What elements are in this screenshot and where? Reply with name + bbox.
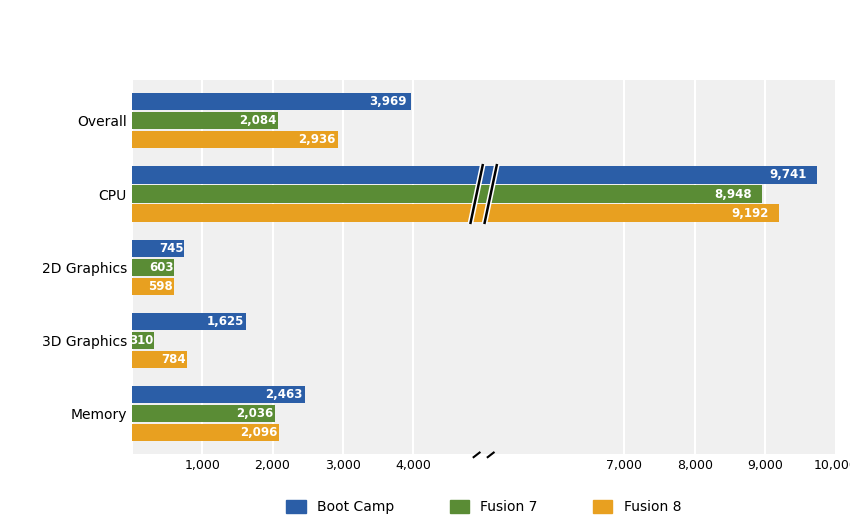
Bar [132, 204, 779, 222]
Bar [132, 351, 187, 368]
Text: VMware Fusion 8 Benchmarks: VMware Fusion 8 Benchmarks [86, 22, 379, 40]
Text: 2,036: 2,036 [235, 407, 273, 420]
Text: 3,969: 3,969 [370, 95, 407, 108]
Bar [132, 167, 818, 184]
Text: 745: 745 [159, 242, 184, 255]
Text: 2,084: 2,084 [239, 114, 276, 127]
Legend: Boot Camp, Fusion 7, Fusion 8: Boot Camp, Fusion 7, Fusion 8 [280, 495, 687, 519]
Bar [132, 112, 279, 129]
Text: 9,741: 9,741 [769, 169, 807, 182]
Text: 603: 603 [149, 261, 173, 274]
Bar [132, 332, 154, 349]
Bar [132, 258, 174, 276]
Bar [132, 185, 762, 202]
Bar [132, 425, 280, 442]
Text: 310: 310 [129, 334, 153, 347]
Bar [132, 131, 338, 148]
Text: 784: 784 [162, 353, 186, 366]
Text: 9,192: 9,192 [732, 207, 769, 220]
Text: 2,463: 2,463 [265, 388, 303, 401]
Text: 2,936: 2,936 [298, 133, 335, 146]
Bar [132, 93, 411, 110]
Bar [132, 240, 184, 257]
Text: 8,948: 8,948 [715, 187, 752, 200]
Text: 598: 598 [149, 280, 173, 293]
Bar [132, 278, 174, 295]
Text: Passmark PerformanceTest 8.0: Passmark PerformanceTest 8.0 [86, 57, 332, 71]
Text: 2,096: 2,096 [240, 427, 277, 440]
Bar [132, 313, 246, 330]
Text: 1,625: 1,625 [207, 315, 245, 328]
Bar [132, 386, 305, 403]
Bar [132, 405, 275, 422]
